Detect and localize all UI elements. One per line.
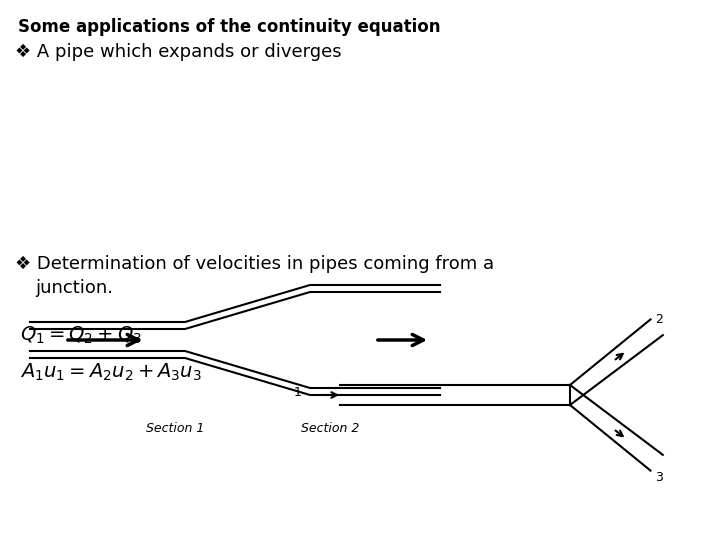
Text: 1: 1 <box>294 387 302 400</box>
Text: Section 2: Section 2 <box>301 422 359 435</box>
Text: Some applications of the continuity equation: Some applications of the continuity equa… <box>18 18 441 36</box>
Text: ❖ Determination of velocities in pipes coming from a: ❖ Determination of velocities in pipes c… <box>15 255 494 273</box>
Text: ❖ A pipe which expands or diverges: ❖ A pipe which expands or diverges <box>15 43 341 61</box>
Text: Section 1: Section 1 <box>146 422 204 435</box>
Text: 2: 2 <box>655 313 663 326</box>
Text: junction.: junction. <box>35 279 113 297</box>
Text: $Q_1 = Q_2 + Q_3$: $Q_1 = Q_2 + Q_3$ <box>20 325 142 346</box>
Text: 3: 3 <box>655 470 663 484</box>
Text: $A_1u_1 = A_2u_2 + A_3u_3$: $A_1u_1 = A_2u_2 + A_3u_3$ <box>20 362 202 383</box>
